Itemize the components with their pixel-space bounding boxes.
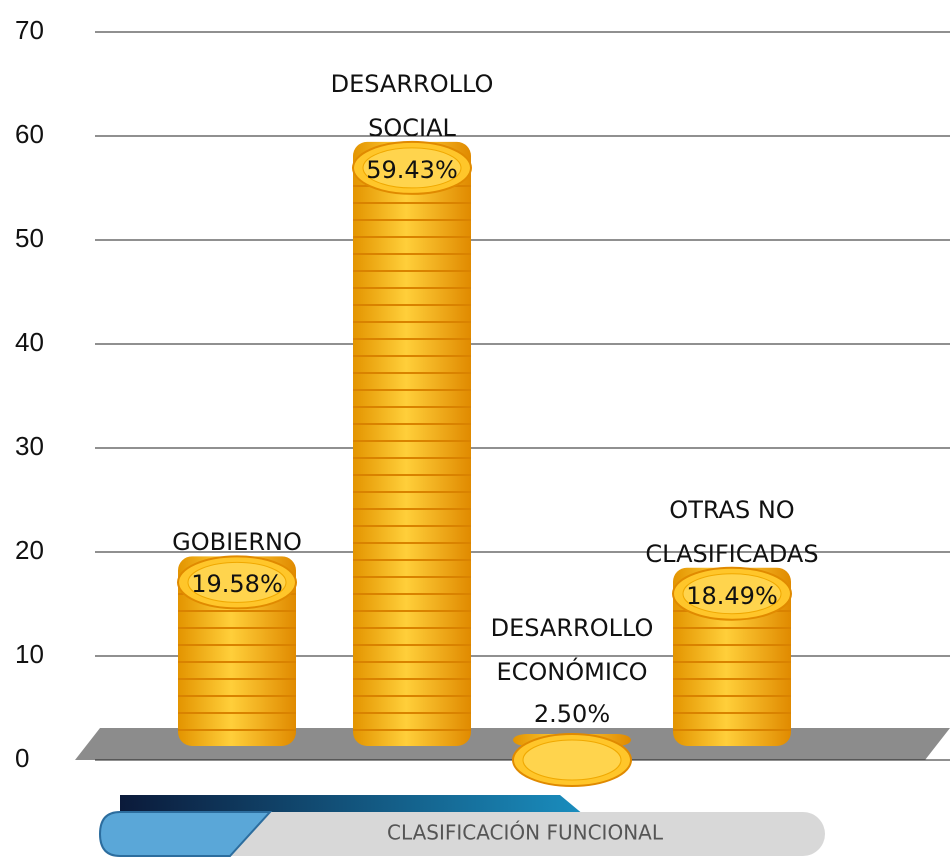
page: 010203040506070 CLASIFICACIÓN FUNCIONAL … [0, 0, 950, 863]
value-label: 18.49% [662, 582, 802, 610]
category-label: DESARROLLO ECONÓMICO [472, 606, 672, 694]
value-label: 59.43% [342, 156, 482, 184]
category-label: GOBIERNO [137, 520, 337, 564]
coin-stripes [353, 168, 471, 733]
y-tick-label: 10 [15, 639, 44, 669]
y-tick-label: 0 [15, 743, 29, 773]
y-tick-label: 60 [15, 119, 44, 149]
coin-face [523, 740, 621, 780]
y-tick-label: 70 [15, 15, 44, 45]
category-label: OTRAS NO CLASIFICADAS [632, 488, 832, 576]
value-label: 2.50% [502, 700, 642, 728]
value-label: 19.58% [167, 570, 307, 598]
x-axis-label: CLASIFICACIÓN FUNCIONAL [387, 821, 664, 845]
y-tick-label: 30 [15, 431, 44, 461]
y-tick-label: 40 [15, 327, 44, 357]
category-label: DESARROLLO SOCIAL [312, 62, 512, 150]
y-tick-label: 50 [15, 223, 44, 253]
y-tick-label: 20 [15, 535, 44, 565]
